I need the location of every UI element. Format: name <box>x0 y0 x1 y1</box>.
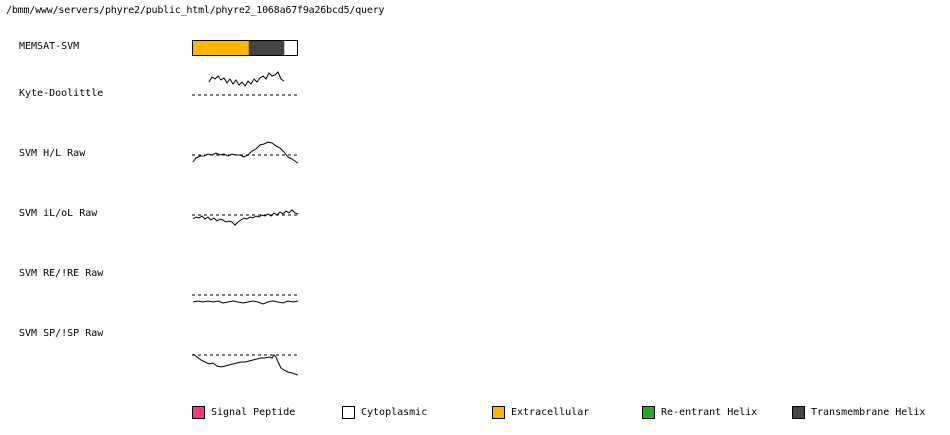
svm-iloL-trace <box>192 209 299 226</box>
track-label-svm-hl: SVM H/L Raw <box>19 148 86 159</box>
memsat-topology-bar <box>192 40 298 56</box>
track-label-memsat: MEMSAT-SVM <box>19 41 80 52</box>
track-label-svm-sp: SVM SP/!SP Raw <box>19 328 104 339</box>
legend-label-signal-peptide: Signal Peptide <box>211 407 296 418</box>
legend-extracellular: Extracellular <box>492 405 589 420</box>
legend-transmembrane-helix: Transmembrane Helix <box>792 405 925 420</box>
legend-label-re-entrant-helix: Re-entrant Helix <box>661 407 758 418</box>
memsat-bar-outline <box>192 40 298 56</box>
track-label-svm-re: SVM RE/!RE Raw <box>19 268 104 279</box>
legend-cytoplasmic: Cytoplasmic <box>342 405 427 420</box>
track-label-kyte-doolittle: Kyte-Doolittle <box>19 88 104 99</box>
svm-sp-trace <box>192 353 299 376</box>
legend-swatch-re-entrant-helix <box>642 406 655 419</box>
memsat-segment-extracellular <box>192 40 249 55</box>
svm-re-trace <box>192 300 299 305</box>
legend-swatch-cytoplasmic <box>342 406 355 419</box>
kd-trace <box>208 71 285 87</box>
legend-label-extracellular: Extracellular <box>511 407 590 418</box>
legend-swatch-extracellular <box>492 406 505 419</box>
legend-label-cytoplasmic: Cytoplasmic <box>361 407 428 418</box>
legend-signal-peptide: Signal Peptide <box>192 405 295 420</box>
svm-hl-trace <box>192 141 299 164</box>
legend-label-transmembrane-helix: Transmembrane Helix <box>811 407 926 418</box>
legend-re-entrant-helix: Re-entrant Helix <box>642 405 757 420</box>
track-label-svm-il-ol: SVM iL/oL Raw <box>19 208 98 219</box>
memsat-segment-cytoplasmic <box>284 40 297 55</box>
memsat-segment-transmembrane-helix <box>248 40 285 55</box>
query-path: /bmm/www/servers/phyre2/public_html/phyr… <box>6 5 385 16</box>
legend-swatch-transmembrane-helix <box>792 406 805 419</box>
legend-swatch-signal-peptide <box>192 406 205 419</box>
